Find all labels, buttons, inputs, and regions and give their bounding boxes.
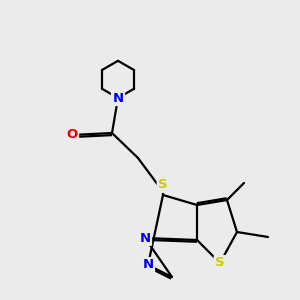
Text: N: N	[140, 232, 151, 244]
Text: N: N	[112, 92, 124, 104]
Text: O: O	[66, 128, 78, 142]
Text: S: S	[215, 256, 225, 269]
Text: N: N	[142, 259, 154, 272]
Text: S: S	[158, 178, 168, 191]
